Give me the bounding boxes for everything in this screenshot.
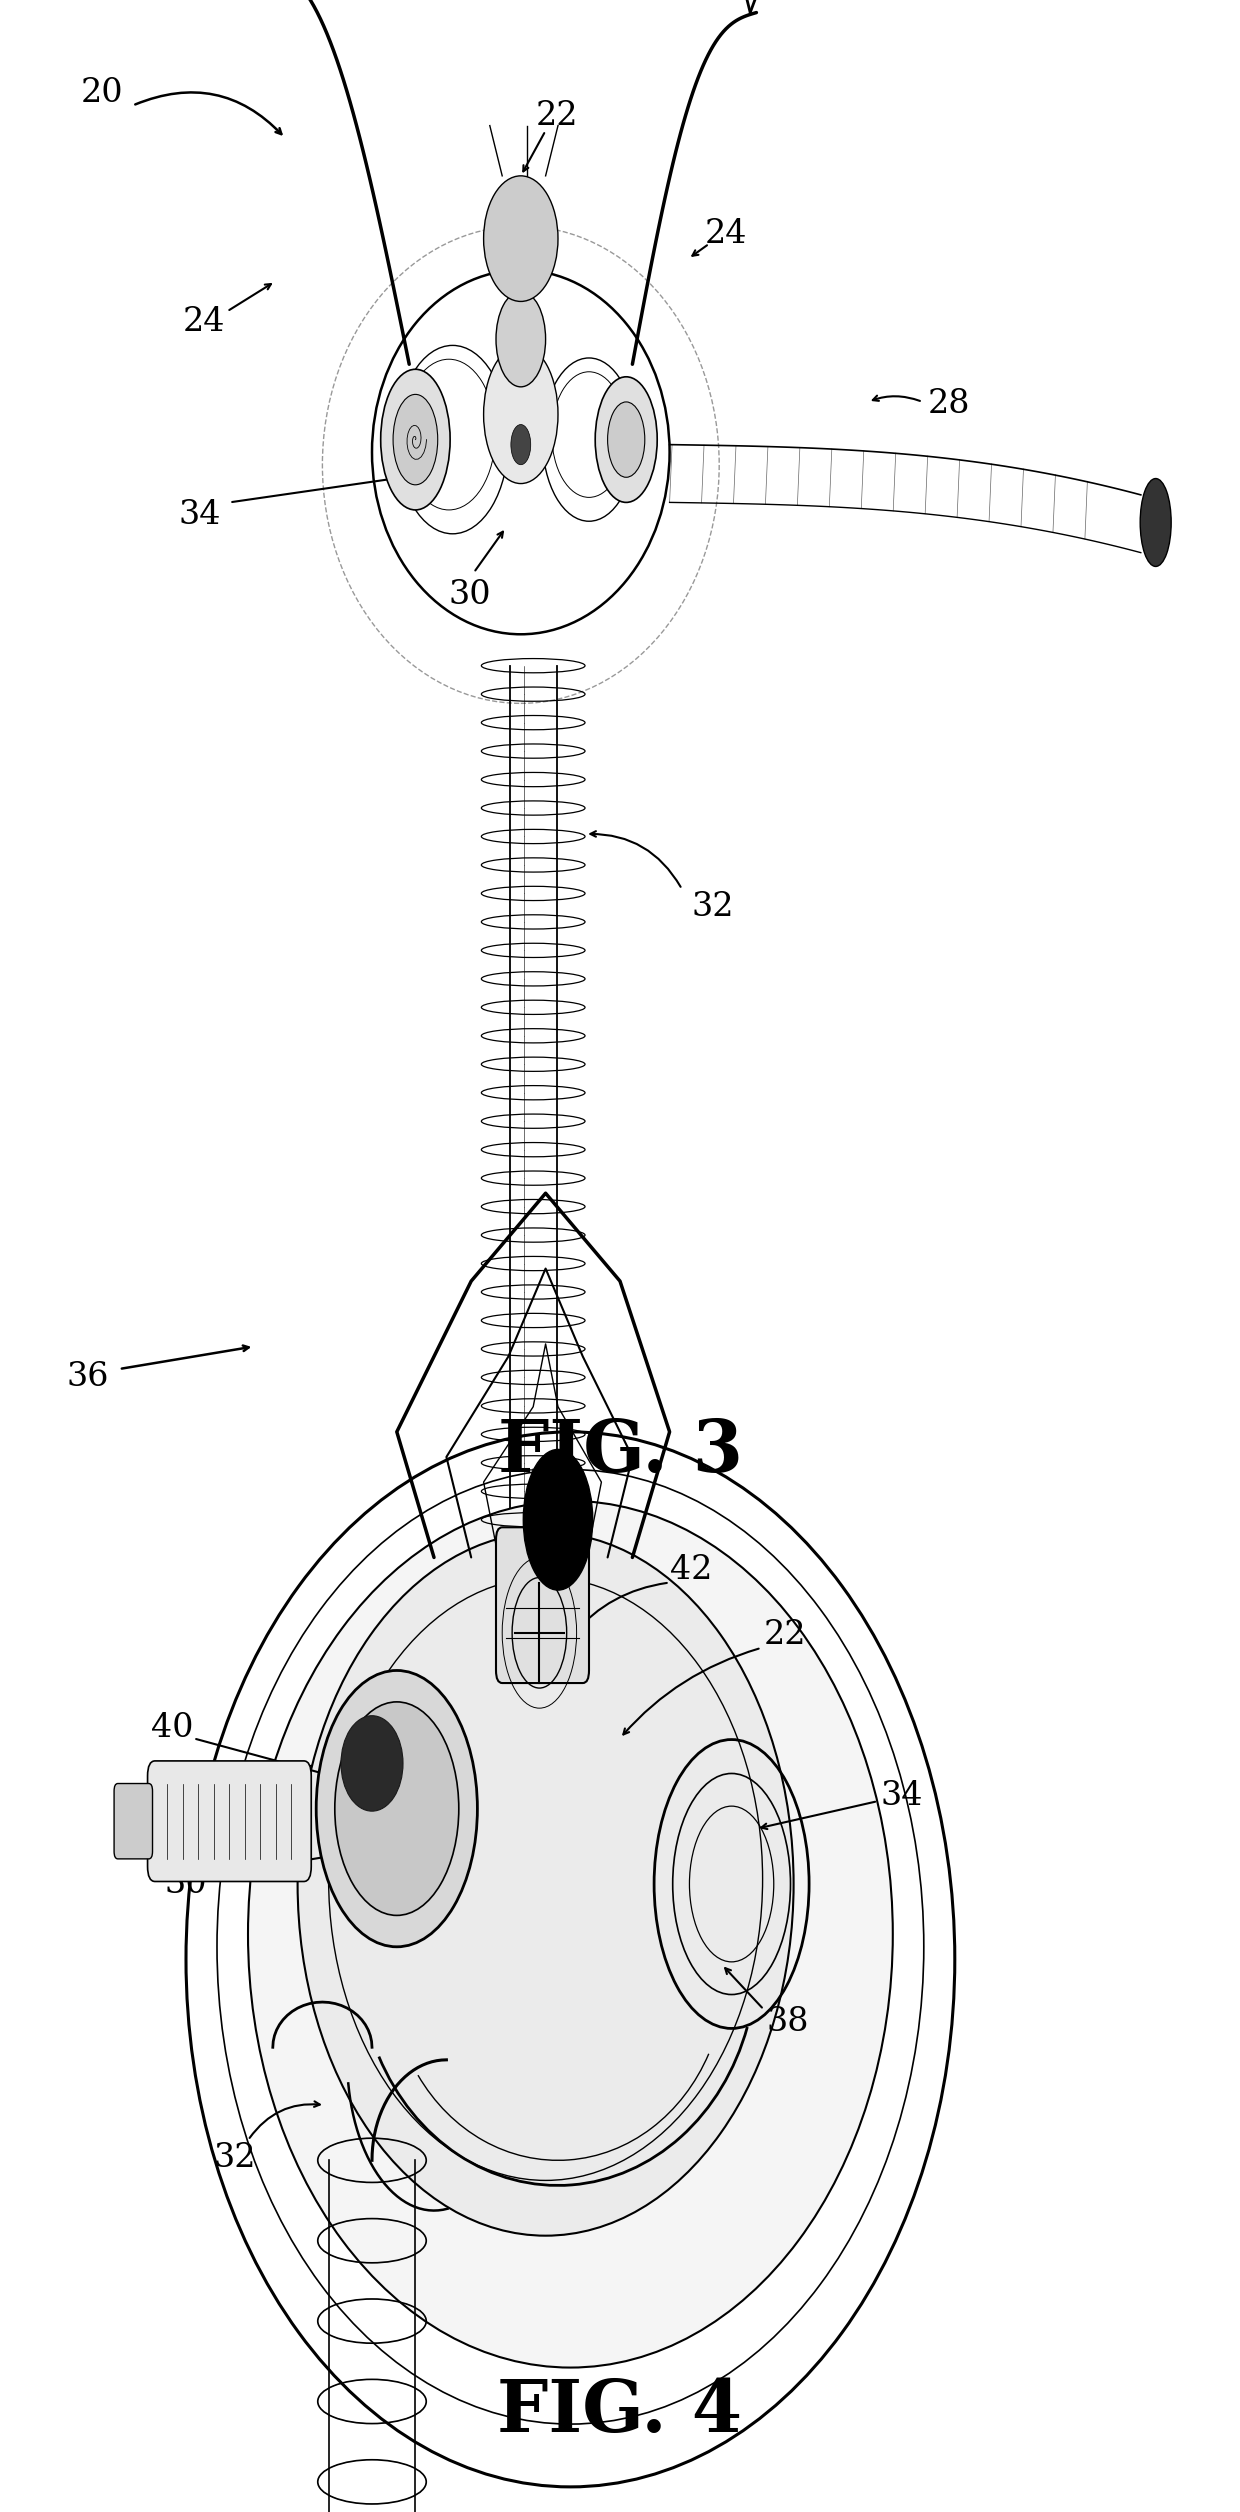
Text: 32: 32: [213, 2143, 255, 2173]
Circle shape: [511, 425, 531, 465]
Text: FIG. 3: FIG. 3: [497, 1417, 743, 1487]
Text: 22: 22: [536, 100, 578, 131]
Ellipse shape: [484, 176, 558, 301]
Text: 38: 38: [766, 2007, 808, 2037]
Text: 42: 42: [670, 1555, 712, 1585]
Text: 20: 20: [81, 78, 123, 108]
Text: 34: 34: [880, 1781, 923, 1811]
Ellipse shape: [496, 291, 546, 387]
Ellipse shape: [298, 1532, 794, 2236]
FancyBboxPatch shape: [148, 1761, 311, 1881]
Text: 40: 40: [151, 1713, 193, 1743]
Circle shape: [595, 377, 657, 502]
Ellipse shape: [484, 344, 558, 482]
Circle shape: [393, 394, 438, 485]
Text: 24: 24: [704, 219, 746, 249]
Ellipse shape: [341, 1716, 403, 1811]
Circle shape: [381, 369, 450, 510]
Text: 30: 30: [449, 580, 491, 610]
Text: 34: 34: [179, 500, 221, 530]
Text: 24: 24: [182, 306, 224, 337]
Ellipse shape: [248, 1502, 893, 2366]
Text: 32: 32: [692, 892, 734, 922]
Text: FIG. 4: FIG. 4: [497, 2376, 743, 2447]
Text: 22: 22: [764, 1620, 806, 1650]
FancyBboxPatch shape: [114, 1784, 153, 1859]
Ellipse shape: [335, 1703, 459, 1914]
Text: 30: 30: [165, 1869, 207, 1899]
Text: 36: 36: [67, 1362, 109, 1392]
FancyBboxPatch shape: [496, 1527, 589, 1683]
Ellipse shape: [1141, 477, 1171, 568]
Ellipse shape: [316, 1670, 477, 1947]
Circle shape: [608, 402, 645, 477]
Text: 28: 28: [928, 389, 970, 420]
Circle shape: [523, 1449, 593, 1590]
